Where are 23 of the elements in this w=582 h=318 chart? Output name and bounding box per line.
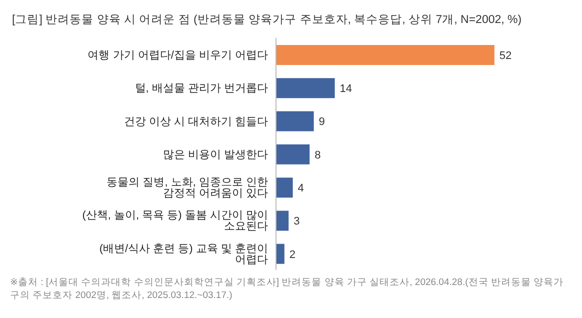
bar [276,178,293,198]
data-label: 8 [314,149,321,162]
data-label: 14 [340,83,352,96]
data-label: 52 [499,50,512,62]
bar [276,78,335,98]
data-label: 9 [318,116,325,128]
y-tick-label: 털, 배설물 관리가 번거롭다 [134,82,268,95]
chart-title: [그림] 반려동물 양육 시 어려운 점 (반려동물 양육가구 주보호자, 복수응답, 상위 7개, N=2002, %) [12,13,522,27]
y-tick-label: 여행 가기 어렵다/집을 비우기 어렵다 [88,49,268,62]
bar [276,144,310,164]
y-tick-label: 동물의 질병, 노화, 임종으로 인한 감정적 어려움이 있다 [106,176,268,200]
y-tick-label: 건강 이상 시 대처하기 힘들다 [124,116,268,128]
bar [276,244,284,264]
bar [276,45,494,65]
data-label: 4 [298,182,304,194]
y-tick-label: (배변/식사 훈련 등) 교육 및 훈련이 어렵다 [99,242,268,266]
y-tick-label: (산책, 놀이, 목욕 등) 돌봄 시간이 많이 소요된다 [82,210,268,233]
text: ※출처 : [서울대 수의과대학 수의인문사회학연구실 기획조사] 반려동물 양육 가구 실태조사, 2026.04.28.(전국 반려동물 양육가구의 주보호자 2002명, 웹조사, 2025.03.12.~03.17.) [10,276,565,302]
bar [276,210,289,231]
bar [276,111,314,132]
y-tick-label: 많은 비용이 발생한다 [162,148,268,161]
data-label: 2 [289,248,296,261]
data-label: 3 [294,216,300,228]
